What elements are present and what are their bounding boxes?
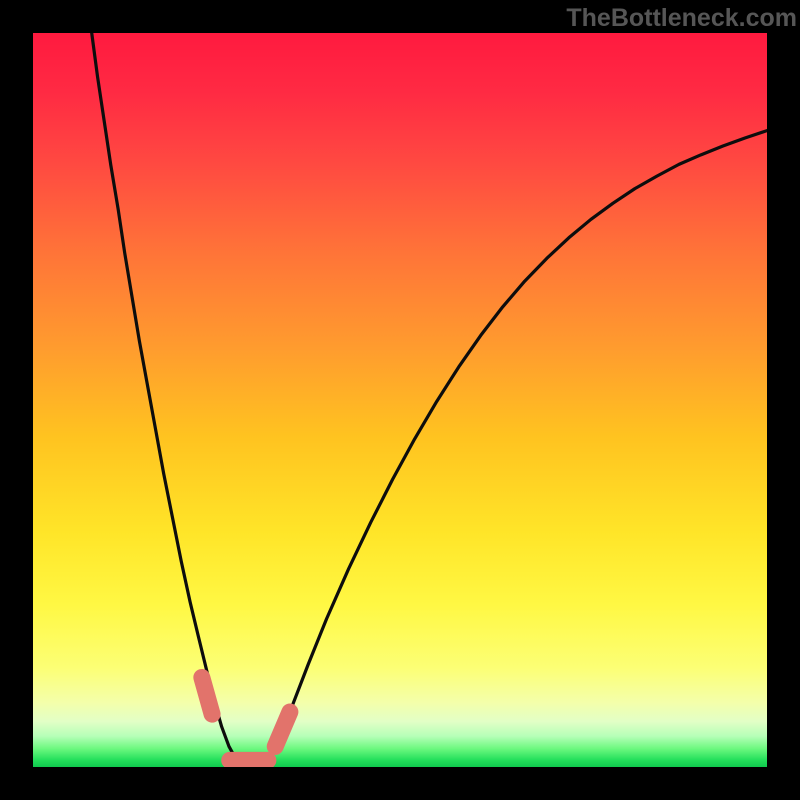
marker-group — [202, 677, 290, 760]
left-curve — [92, 33, 237, 761]
trough-marker-2 — [275, 712, 290, 747]
plot-area — [33, 33, 767, 767]
trough-marker-0 — [202, 677, 212, 714]
chart-canvas: TheBottleneck.com — [0, 0, 800, 800]
curve-layer — [33, 33, 767, 767]
watermark-text: TheBottleneck.com — [566, 4, 797, 33]
right-curve — [269, 131, 767, 762]
